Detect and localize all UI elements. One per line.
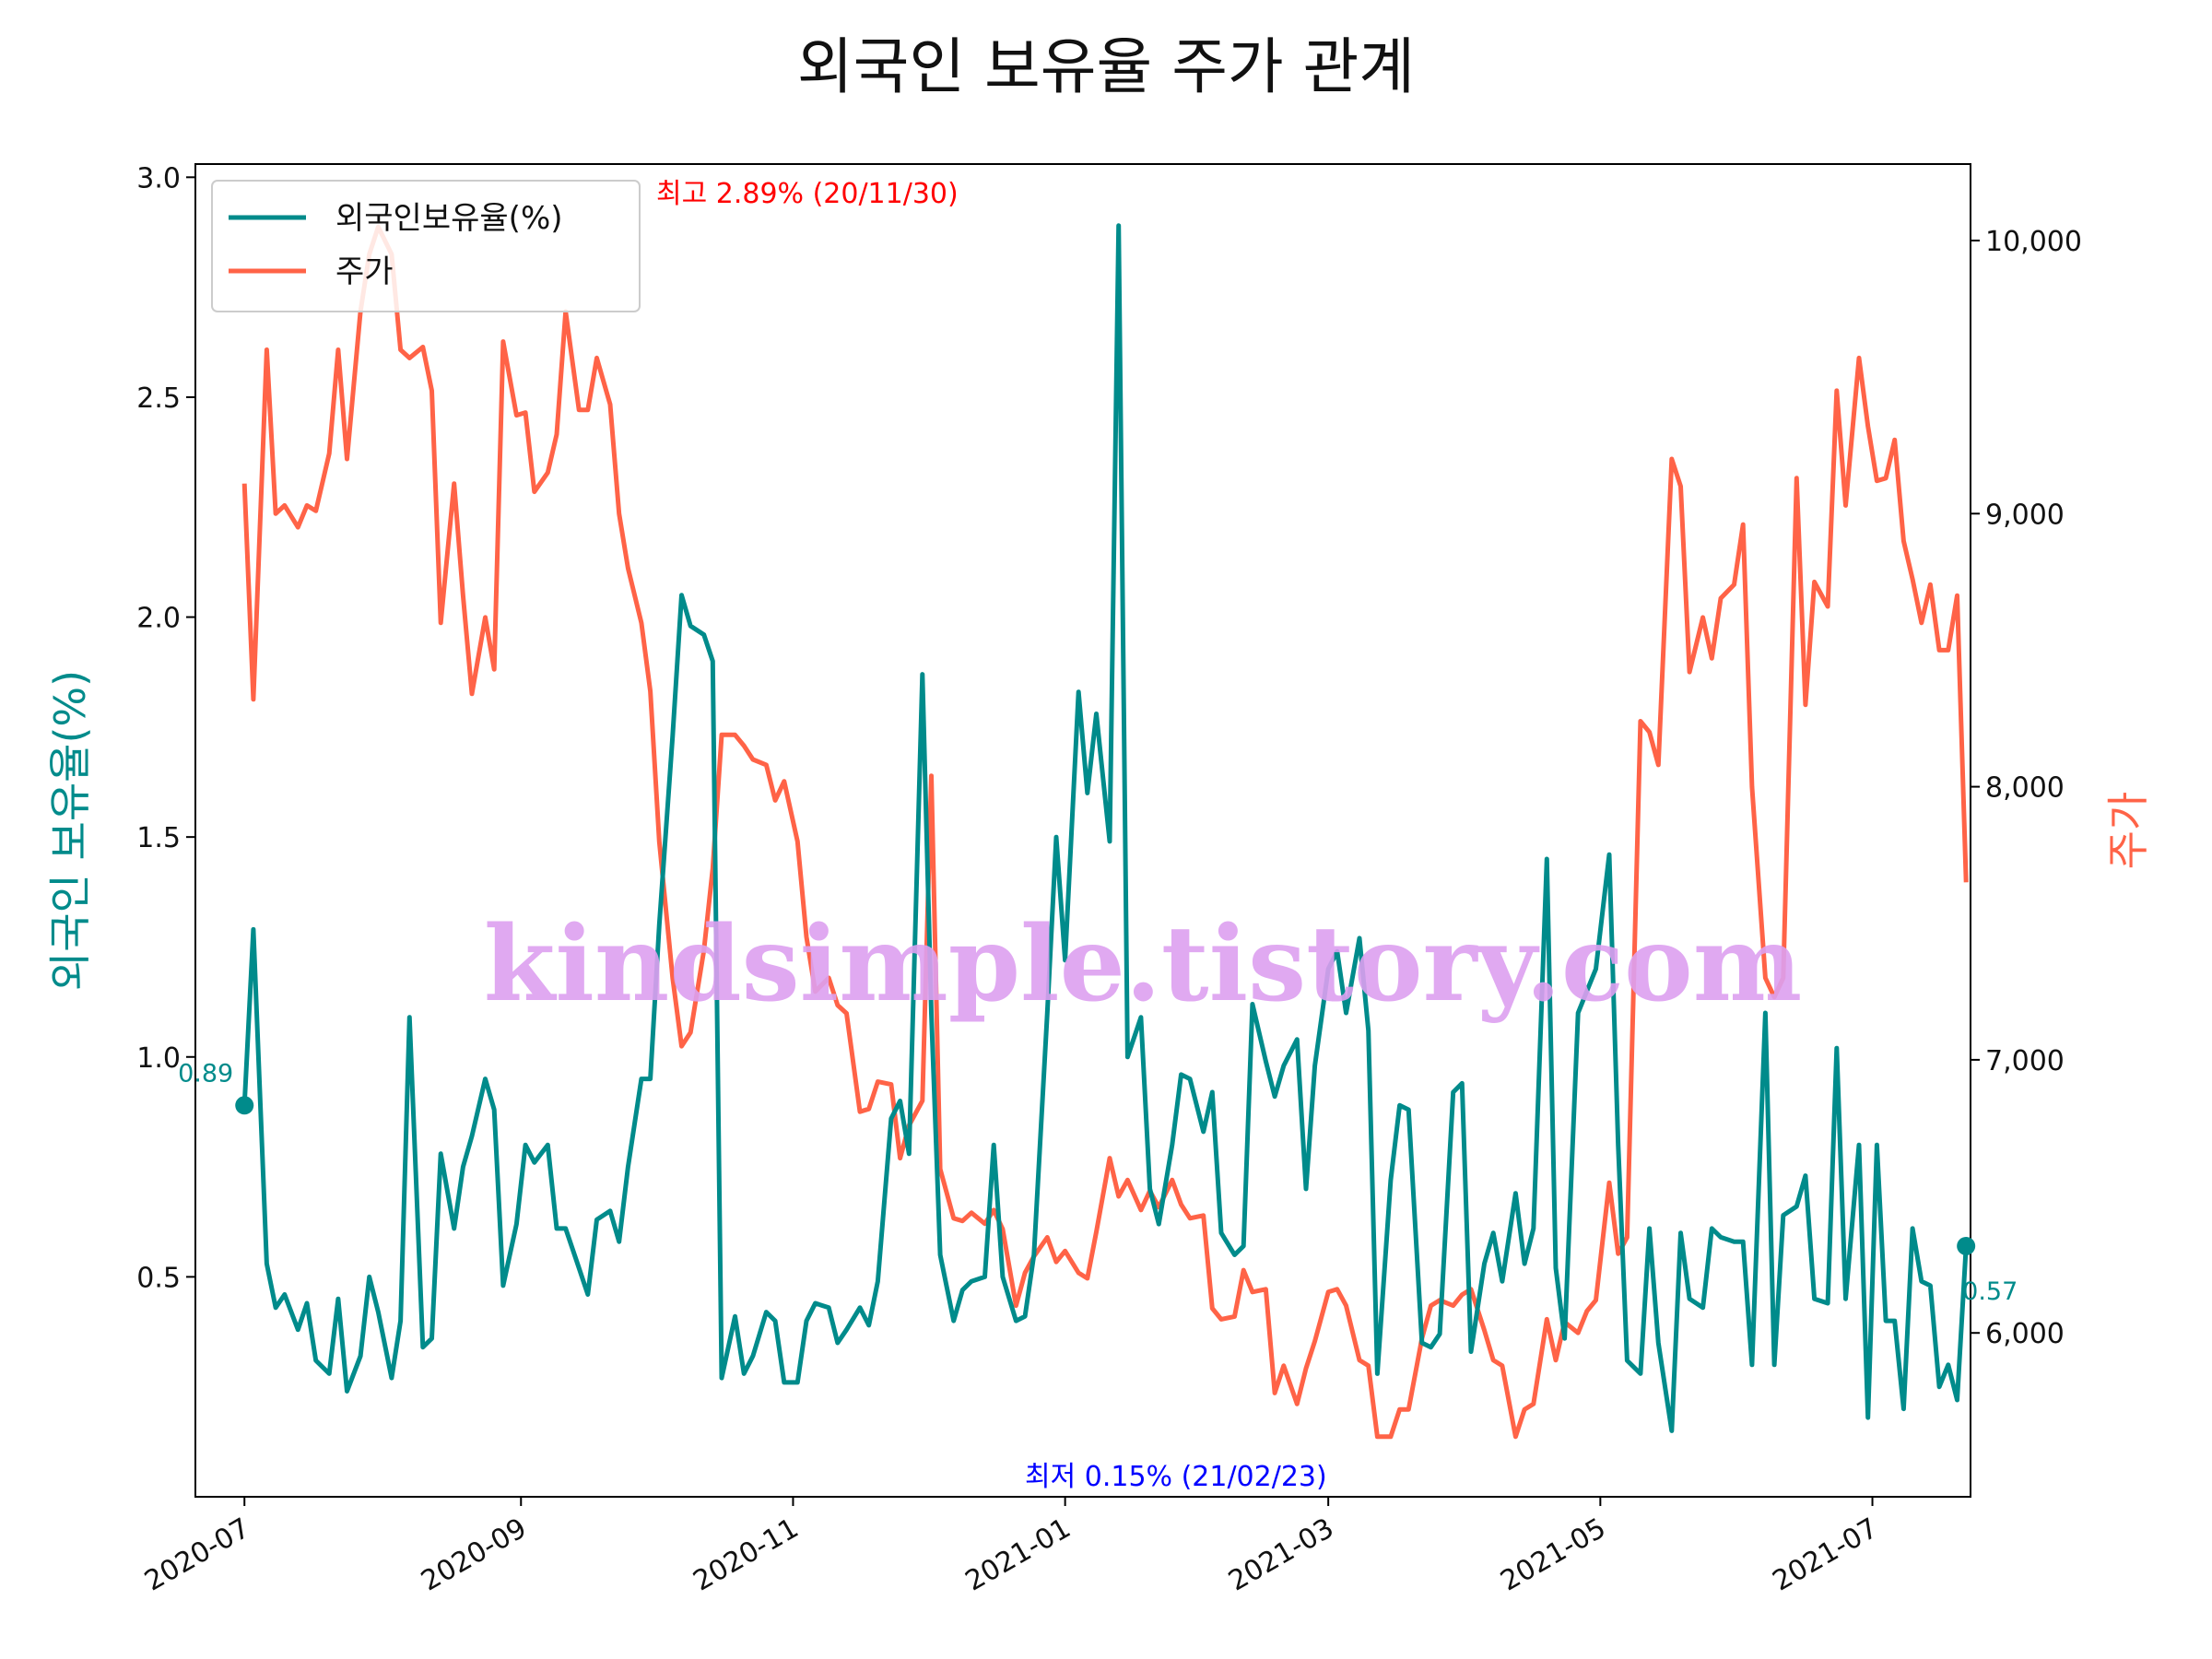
y-axis-right-label: 주가	[2103, 792, 2153, 870]
y-left-tick-label: 1.5	[136, 822, 181, 854]
y-left-tick-label: 2.5	[136, 382, 181, 415]
x-tick-label: 2020-09	[416, 1512, 532, 1598]
y-right-tick-label: 9,000	[1985, 499, 2065, 531]
x-tick-label: 2020-11	[688, 1512, 804, 1598]
y-axis-left-label: 외국인 보유율(%)	[45, 670, 95, 991]
y-right-tick-label: 7,000	[1985, 1045, 2065, 1077]
legend-box	[211, 180, 641, 312]
series-line-stock-price	[241, 224, 1969, 1440]
legend: 외국인보유율(%) 주가	[211, 180, 641, 312]
start-marker	[235, 1096, 254, 1115]
y-right-tick-label: 8,000	[1985, 772, 2065, 805]
end-value-label: 0.57	[1962, 1277, 2018, 1306]
series-layer	[241, 223, 1969, 1440]
y-left-tick-label: 2.0	[136, 603, 181, 635]
max-annotation: 최고 2.89% (20/11/30)	[656, 178, 959, 210]
plot-frame	[194, 163, 1971, 1498]
y-right-tick-label: 10,000	[1985, 226, 2082, 258]
min-annotation: 최저 0.15% (21/02/23)	[1025, 1461, 1327, 1493]
x-tick-label: 2021-01	[960, 1512, 1077, 1598]
chart-title: 외국인 보유율 주가 관계	[797, 31, 1415, 102]
x-tick-label: 2020-07	[139, 1512, 255, 1598]
legend-label-foreign-ratio: 외국인보유율(%)	[335, 200, 563, 237]
y-left-tick-label: 3.0	[136, 162, 181, 194]
series-line-foreign-ratio	[241, 223, 1969, 1433]
y-left-tick-label: 1.0	[136, 1042, 181, 1075]
watermark: kindsimple.tistory.com	[484, 904, 1803, 1025]
end-marker	[1957, 1236, 1976, 1255]
start-value-label: 0.89	[178, 1059, 233, 1088]
end-label-layer: 0.89 0.57	[178, 1059, 2018, 1306]
y-right-tick-label: 6,000	[1985, 1318, 2065, 1350]
x-tick-label: 2021-07	[1767, 1512, 1883, 1598]
y-axis-right: 6,000 7,000 8,000 9,000 10,000	[1971, 226, 2082, 1350]
x-tick-label: 2021-03	[1223, 1512, 1339, 1598]
x-axis: 2020-07 2020-09 2020-11 2021-01 2021-03 2021-…	[139, 1497, 1884, 1598]
y-axis-left: 0.5 1.0 1.5 2.0 2.5 3.0	[136, 162, 195, 1294]
x-tick-label: 2021-05	[1495, 1512, 1611, 1598]
plot-area	[194, 163, 1971, 1498]
y-left-tick-label: 0.5	[136, 1262, 181, 1294]
legend-label-stock-price: 주가	[335, 253, 394, 290]
annotation-layer: 최고 2.89% (20/11/30) 최저 0.15% (21/02/23)	[656, 178, 1327, 1493]
